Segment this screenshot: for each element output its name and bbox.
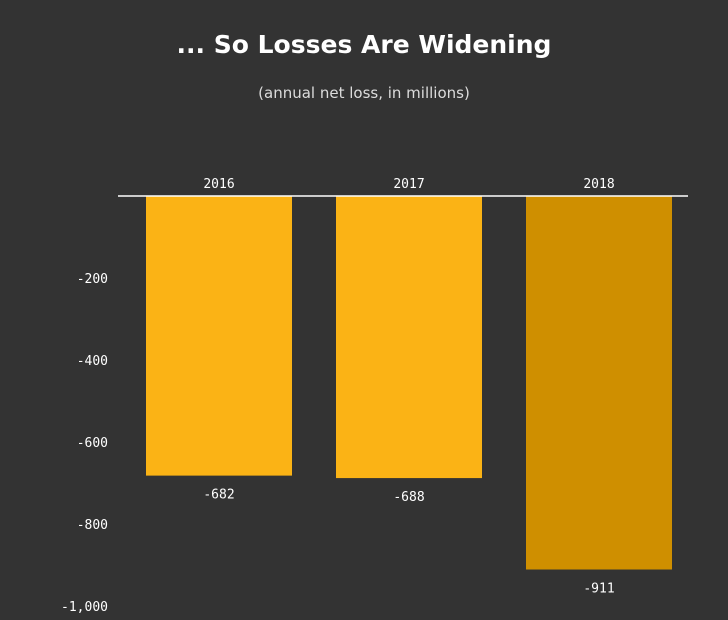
x-category-label: 2017 xyxy=(393,177,424,192)
y-tick-label: -400 xyxy=(77,354,108,369)
y-tick-label: -600 xyxy=(77,436,108,451)
x-category-label: 2018 xyxy=(583,177,614,192)
bar-value-label: -911 xyxy=(583,582,614,597)
chart-title: ... So Losses Are Widening xyxy=(176,30,552,59)
bar xyxy=(146,196,292,476)
y-tick-label: -1,000 xyxy=(61,600,108,615)
bar xyxy=(526,196,672,570)
bar xyxy=(336,196,482,479)
chart-subtitle: (annual net loss, in millions) xyxy=(258,84,470,102)
bar-value-label: -682 xyxy=(203,488,234,503)
y-tick-label: -200 xyxy=(77,272,108,287)
bar-value-label: -688 xyxy=(393,490,424,505)
y-tick-label: -800 xyxy=(77,518,108,533)
x-category-label: 2016 xyxy=(203,177,234,192)
